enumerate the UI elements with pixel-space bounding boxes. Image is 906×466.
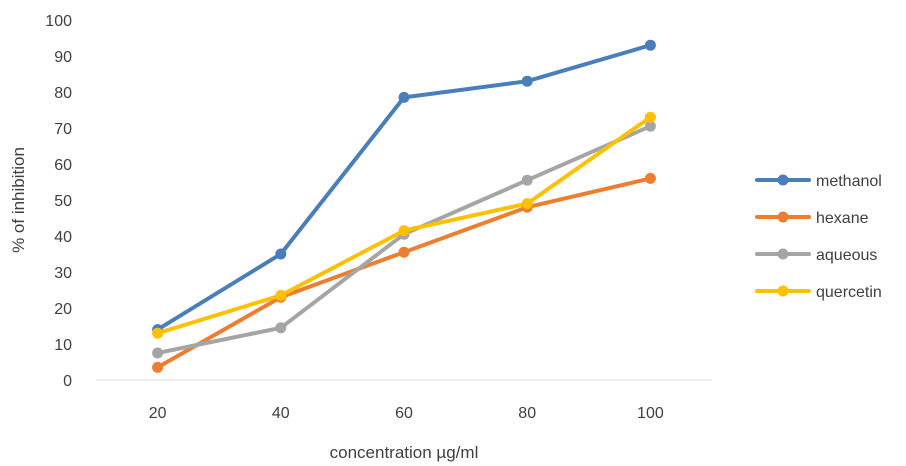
legend-marker	[777, 248, 789, 260]
y-axis-title: % of inhibition	[9, 147, 28, 253]
data-point	[521, 174, 533, 186]
data-point	[644, 120, 656, 132]
legend-item: quercetin	[755, 284, 882, 301]
x-tick-label: 100	[637, 405, 664, 422]
data-point	[644, 39, 656, 51]
y-tick-label: 30	[54, 265, 72, 282]
data-point	[398, 91, 410, 103]
legend: methanol hexane aqueous quercetin	[755, 173, 882, 301]
y-tick-label: 10	[54, 337, 72, 354]
legend-label: quercetin	[816, 284, 882, 301]
legend-label: aqueous	[816, 247, 877, 264]
y-tick-label: 0	[63, 373, 72, 390]
series-aqueous	[152, 120, 656, 359]
data-point	[521, 75, 533, 87]
legend-marker	[777, 174, 789, 186]
x-axis-title: concentration µg/ml	[330, 443, 479, 462]
legend-item: aqueous	[755, 247, 877, 264]
legend-marker	[777, 285, 789, 297]
series-methanol	[152, 39, 656, 336]
x-tick-label: 60	[395, 405, 413, 422]
data-point	[644, 111, 656, 123]
y-tick-label: 70	[54, 121, 72, 138]
data-point	[398, 225, 410, 237]
x-tick-label: 80	[518, 405, 536, 422]
data-point	[644, 172, 656, 184]
data-point	[152, 347, 164, 359]
data-point	[275, 248, 287, 260]
y-tick-label: 40	[54, 229, 72, 246]
series-hexane	[152, 172, 656, 373]
y-tick-label: 90	[54, 49, 72, 66]
legend-item: hexane	[755, 210, 869, 227]
x-tick-label: 40	[272, 405, 290, 422]
x-axis-ticks: 20 40 60 80 100	[149, 405, 664, 422]
data-point	[521, 198, 533, 210]
x-tick-label: 20	[149, 405, 167, 422]
series-lines	[152, 39, 656, 373]
legend-label: hexane	[816, 210, 869, 227]
data-point	[152, 361, 164, 373]
data-point	[398, 246, 410, 258]
y-tick-label: 60	[54, 157, 72, 174]
legend-marker	[777, 211, 789, 223]
series-line	[155, 43, 653, 332]
y-tick-label: 50	[54, 193, 72, 210]
legend-label: methanol	[816, 173, 882, 190]
series-quercetin	[152, 111, 656, 339]
y-tick-label: 20	[54, 301, 72, 318]
data-point	[275, 289, 287, 301]
y-tick-label: 100	[45, 13, 72, 30]
y-tick-label: 80	[54, 85, 72, 102]
legend-item: methanol	[755, 173, 882, 190]
data-point	[275, 322, 287, 334]
data-point	[152, 327, 164, 339]
y-axis-ticks: 0 10 20 30 40 50 60 70 80 90 100	[45, 13, 72, 390]
